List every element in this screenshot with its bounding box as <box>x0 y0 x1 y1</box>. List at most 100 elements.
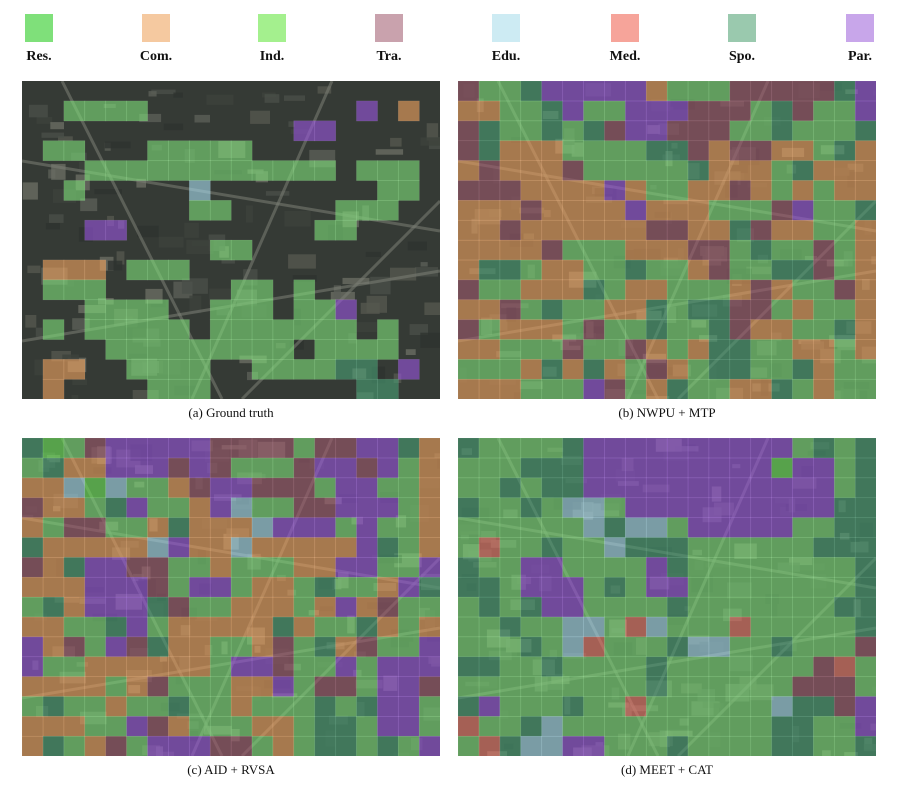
cell-com <box>230 596 253 618</box>
cell-spo <box>42 596 65 618</box>
cell-spo <box>813 537 835 558</box>
cell-res <box>63 696 86 717</box>
cell-res <box>750 596 773 618</box>
cell-tra <box>209 457 232 479</box>
cell-par <box>583 457 605 479</box>
cell-res <box>624 676 647 697</box>
cell-tra <box>63 517 86 538</box>
cell-par <box>126 616 148 638</box>
cell-res <box>833 438 856 459</box>
cell-tra <box>792 676 814 697</box>
cell-res <box>645 636 668 658</box>
cell-res <box>84 279 107 301</box>
cell-com <box>188 497 211 519</box>
cell-par <box>771 477 793 499</box>
cell-par <box>105 457 128 479</box>
cell-res <box>833 477 856 499</box>
cell-res <box>209 339 232 360</box>
cell-res <box>666 656 689 678</box>
cell-com <box>84 735 107 756</box>
legend-swatch-med <box>611 14 639 42</box>
cell-res <box>314 299 337 321</box>
cell-med <box>478 735 501 756</box>
cell-com <box>377 616 399 638</box>
cell-spo <box>499 477 522 499</box>
cell-res <box>397 636 420 658</box>
cell-com <box>147 656 169 678</box>
cell-tra <box>729 299 752 321</box>
cell-com <box>209 557 232 578</box>
legend-swatch-res <box>25 14 53 42</box>
cell-par <box>771 497 793 519</box>
cell-res <box>813 200 835 221</box>
cell-par <box>666 438 689 459</box>
cell-com <box>272 576 295 598</box>
cell-spo <box>645 319 668 340</box>
cell-par <box>356 438 378 459</box>
cell-res <box>458 616 480 638</box>
cell-res <box>22 457 44 479</box>
cell-tra <box>105 735 128 756</box>
cell-tra <box>335 676 357 697</box>
cell-spo <box>854 477 876 499</box>
cell-spo <box>356 359 378 380</box>
cell-com <box>520 180 543 201</box>
cell-par <box>624 438 647 459</box>
cell-par <box>397 656 420 678</box>
cell-res <box>687 576 710 598</box>
cell-com <box>562 219 584 241</box>
cell-res <box>42 319 65 340</box>
cell-res <box>666 716 689 737</box>
cell-res <box>708 576 731 598</box>
cell-res <box>42 517 65 538</box>
cell-res <box>813 517 835 538</box>
cell-res <box>188 359 211 380</box>
cell-spo <box>478 259 501 281</box>
cell-com <box>520 140 543 162</box>
cell-edu <box>708 636 731 658</box>
cell-spo <box>541 477 564 499</box>
cell-com <box>771 279 793 301</box>
caption-nwpu: (b) NWPU + MTP <box>618 405 716 420</box>
cell-res <box>792 438 814 459</box>
cell-res <box>583 239 605 261</box>
cell-com <box>792 339 814 360</box>
cell-res <box>230 140 253 162</box>
cell-res <box>168 378 190 399</box>
cell-par <box>813 497 835 519</box>
cell-par <box>645 438 668 459</box>
cell-com <box>854 239 876 261</box>
cell-res <box>293 359 316 380</box>
cell-res <box>293 676 316 697</box>
cell-res <box>397 180 420 201</box>
cell-res <box>708 557 731 578</box>
cell-res <box>813 636 835 658</box>
cell-com <box>84 259 107 281</box>
cell-par <box>792 200 814 221</box>
cell-res <box>687 616 710 638</box>
cell-res <box>854 378 876 399</box>
cell-res <box>645 735 668 756</box>
cell-com <box>22 477 44 499</box>
cell-tra <box>356 636 378 658</box>
cell-spo <box>771 716 793 737</box>
cell-spo <box>562 477 584 499</box>
cell-com <box>541 160 564 181</box>
cell-com <box>750 319 773 340</box>
cell-res <box>687 279 710 301</box>
cell-com <box>499 319 522 340</box>
cell-res <box>833 735 856 756</box>
cell-res <box>105 100 128 122</box>
cell-med <box>624 696 647 717</box>
cell-res <box>562 557 584 578</box>
cell-res <box>126 517 148 538</box>
cell-edu <box>230 537 253 558</box>
cell-par <box>356 477 378 499</box>
cell-par <box>541 81 564 102</box>
cell-res <box>251 735 274 756</box>
cell-res <box>126 735 148 756</box>
cell-res <box>377 180 399 201</box>
cell-spo <box>541 100 564 122</box>
cell-res <box>583 537 605 558</box>
cell-com <box>418 497 440 519</box>
